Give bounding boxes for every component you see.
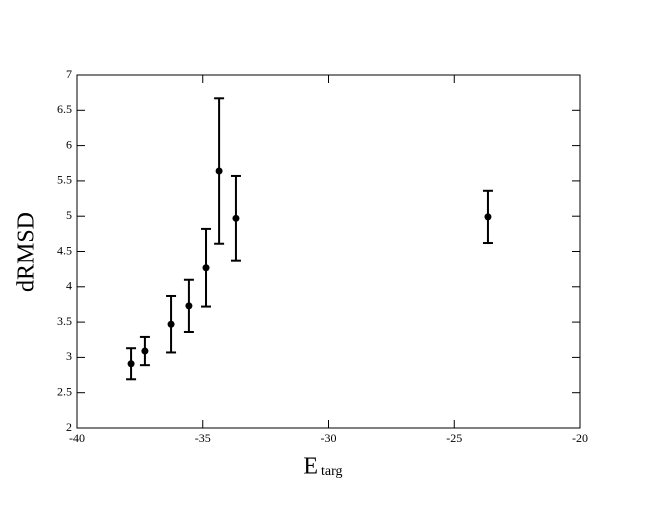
- y-tick-label: 4: [66, 279, 72, 293]
- point: [167, 320, 175, 328]
- point: [202, 264, 210, 272]
- y-tick-label: 3: [66, 349, 72, 363]
- y-tick-label: 5.5: [57, 173, 72, 187]
- y-tick-label: 7: [66, 67, 72, 81]
- point: [215, 167, 223, 175]
- y-tick-label: 2: [66, 420, 72, 434]
- x-tick-label: -20: [572, 431, 588, 445]
- x-axis-label: E: [303, 454, 318, 480]
- x-axis-label-sub: targ: [321, 464, 343, 479]
- point: [127, 360, 135, 368]
- y-tick-label: 5: [66, 208, 72, 222]
- x-tick-label: -25: [446, 431, 462, 445]
- x-tick-label: -40: [69, 431, 85, 445]
- y-tick-label: 6: [66, 137, 72, 151]
- point: [141, 347, 149, 355]
- x-tick-label: -30: [321, 431, 337, 445]
- x-tick-label: -35: [195, 431, 211, 445]
- y-tick-label: 2.5: [57, 384, 72, 398]
- y-axis-label: dRMSD: [14, 212, 40, 292]
- point: [232, 214, 240, 222]
- point: [484, 213, 492, 221]
- y-tick-label: 4.5: [57, 243, 72, 257]
- y-tick-label: 6.5: [57, 102, 72, 116]
- y-tick-label: 3.5: [57, 314, 72, 328]
- plot-frame: [76, 74, 581, 429]
- point: [185, 302, 193, 310]
